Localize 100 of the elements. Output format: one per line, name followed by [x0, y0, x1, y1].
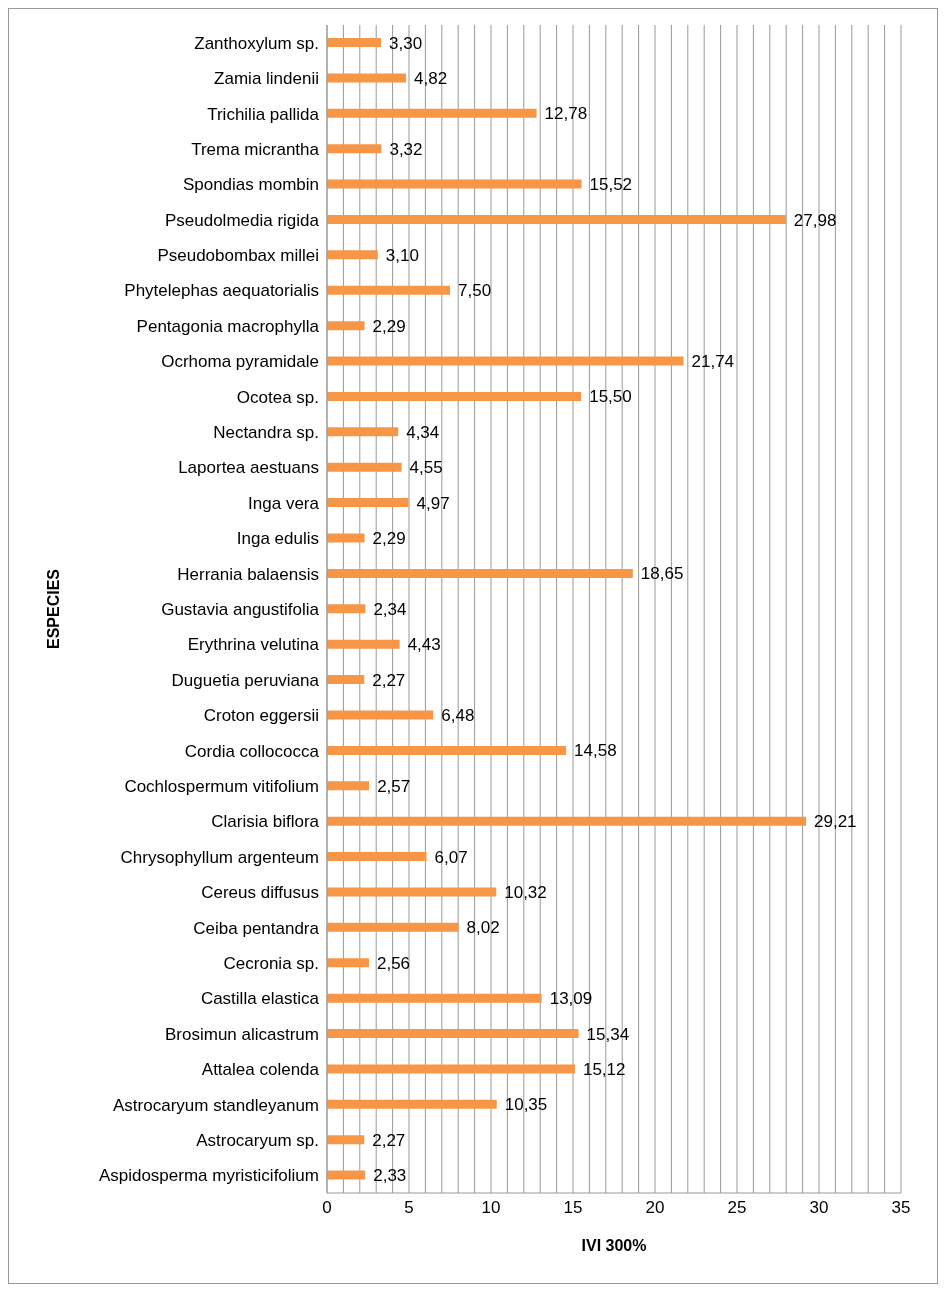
- bar: [327, 745, 567, 755]
- bar: [327, 214, 786, 224]
- data-label: 12,78: [544, 104, 588, 124]
- bar: [327, 781, 370, 791]
- y-tick-label: Inga vera: [248, 493, 320, 513]
- y-tick-label: Trichilia pallida: [207, 104, 320, 124]
- data-label: 3,30: [389, 33, 423, 53]
- y-tick-label: Astrocaryum sp.: [196, 1130, 319, 1150]
- bar: [327, 285, 450, 295]
- data-label: 2,29: [372, 529, 406, 549]
- x-tick-label: 35: [891, 1198, 911, 1218]
- data-label: 15,52: [589, 175, 633, 195]
- y-tick-label: Duguetia peruviana: [171, 670, 320, 690]
- bar: [327, 38, 382, 47]
- y-tick-label: Nectandra sp.: [213, 423, 319, 443]
- bar: [327, 639, 400, 649]
- data-label: 13,09: [549, 989, 593, 1009]
- y-tick-label: Cordia collococca: [184, 741, 320, 761]
- bar: [327, 604, 366, 614]
- bar: [327, 144, 382, 154]
- y-tick-label: Brosimun alicastrum: [165, 1024, 319, 1044]
- bar: [327, 1029, 579, 1039]
- data-label: 2,56: [376, 953, 411, 973]
- y-tick-label: Trema micrantha: [191, 139, 320, 159]
- data-label: 2,33: [373, 1166, 407, 1186]
- data-label: 15,12: [582, 1059, 626, 1079]
- bar: [327, 958, 369, 968]
- bar: [327, 852, 427, 862]
- y-tick-label: Ocrhoma pyramidale: [161, 352, 319, 372]
- data-label: 4,82: [414, 68, 448, 88]
- bar: [327, 391, 582, 401]
- x-tick-label: 20: [645, 1198, 665, 1218]
- y-tick-label: Erythrina velutina: [187, 635, 320, 655]
- bar: [327, 887, 497, 897]
- data-label: 7,50: [458, 281, 492, 301]
- data-label: 18,65: [640, 564, 684, 584]
- data-label: 6,48: [441, 706, 475, 726]
- bar: [327, 675, 365, 685]
- y-tick-label: Ceiba pentandra: [193, 918, 320, 938]
- data-label: 3,10: [385, 245, 419, 265]
- bar: [327, 108, 537, 118]
- y-tick-label: Cereus diffusus: [201, 883, 319, 903]
- data-label: 10,32: [504, 882, 547, 902]
- bar: [327, 1064, 575, 1074]
- data-label: 21,74: [691, 352, 735, 372]
- y-tick-label: Pseudobombax millei: [157, 246, 319, 266]
- y-tick-label: Zanthoxylum sp.: [194, 33, 319, 53]
- x-tick-label: 25: [727, 1198, 747, 1218]
- y-tick-label: Astrocaryum standleyanum: [113, 1095, 319, 1115]
- bar: [327, 73, 407, 83]
- data-label: 2,57: [377, 776, 411, 796]
- y-tick-label: Aspidosperma myristicifolium: [98, 1166, 319, 1186]
- data-label: 2,27: [372, 1130, 406, 1150]
- y-axis-title: ESPECIES: [44, 568, 62, 650]
- data-label: 6,07: [434, 847, 468, 867]
- x-tick-label: 10: [481, 1198, 501, 1218]
- bar: [327, 250, 378, 260]
- data-label: 4,55: [409, 458, 443, 478]
- bar: [327, 1099, 497, 1109]
- y-tick-label: Inga edulis: [236, 529, 319, 549]
- y-tick-label: Chrysophyllum argenteum: [120, 847, 319, 867]
- y-tick-label: Castilla elastica: [200, 989, 320, 1009]
- bar: [327, 498, 409, 508]
- bar: [327, 568, 633, 578]
- data-label: 4,34: [406, 422, 440, 442]
- bar: [327, 427, 399, 437]
- y-tick-label: Pseudolmedia rigida: [164, 210, 320, 230]
- y-tick-label: Attalea colenda: [201, 1060, 320, 1080]
- data-label: 15,34: [586, 1024, 630, 1044]
- x-axis-title: IVI 300%: [581, 1237, 647, 1254]
- data-label: 29,21: [814, 812, 857, 832]
- y-tick-label: Laportea aestuans: [178, 458, 319, 478]
- x-tick-label: 0: [322, 1198, 332, 1218]
- y-tick-label: Ocotea sp.: [236, 387, 319, 407]
- y-tick-label: Spondias mombin: [182, 175, 319, 195]
- data-label: 2,29: [372, 316, 406, 336]
- bar: [327, 993, 542, 1003]
- y-tick-label: Clarisia biflora: [211, 812, 320, 832]
- data-label: 2,34: [373, 599, 407, 619]
- y-tick-label: Cochlospermum vitifolium: [124, 777, 319, 796]
- bar: [327, 710, 434, 720]
- y-tick-label: Croton eggersii: [203, 706, 319, 726]
- bar: [327, 321, 365, 331]
- bar: [327, 816, 807, 826]
- bar: [327, 1170, 366, 1180]
- y-tick-label: Zamia lindenii: [214, 69, 319, 89]
- data-label: 4,97: [416, 493, 450, 513]
- bar: [327, 356, 684, 366]
- y-tick-label: Pentagonia macrophylla: [136, 316, 320, 336]
- bar: [327, 922, 459, 932]
- bar: [327, 179, 582, 189]
- data-label: 27,98: [793, 210, 837, 230]
- bar: [327, 533, 365, 543]
- data-label: 14,58: [574, 741, 617, 761]
- data-label: 10,35: [504, 1095, 548, 1115]
- x-tick-label: 5: [404, 1198, 414, 1218]
- bar: [327, 462, 402, 472]
- data-label: 8,02: [466, 918, 500, 938]
- data-label: 2,27: [372, 670, 406, 690]
- data-label: 3,32: [389, 139, 423, 159]
